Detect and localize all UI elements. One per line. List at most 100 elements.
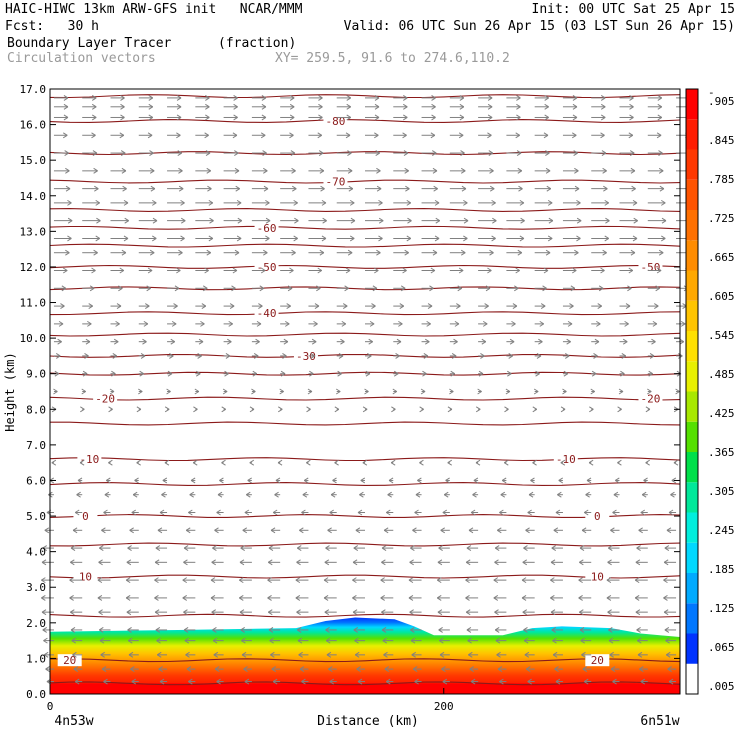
circulation-vector (615, 477, 620, 484)
circulation-vector (468, 651, 479, 658)
circulation-vector (352, 577, 365, 584)
circulation-vector (410, 545, 422, 552)
circulation-vector (612, 509, 620, 516)
circulation-vector (668, 678, 677, 685)
circulation-vector (501, 477, 507, 484)
circulation-vector (223, 103, 238, 110)
contour-label: -50 (257, 261, 277, 274)
circulation-vector (421, 185, 438, 192)
circulation-vector (408, 577, 422, 584)
circulation-vector (506, 114, 521, 121)
circulation-vector (442, 509, 450, 516)
circulation-vector (365, 94, 380, 101)
x-tick-label: 0 (47, 700, 54, 713)
circulation-vector (591, 320, 601, 327)
circulation-vector (108, 406, 113, 413)
colorbar-segment (686, 179, 698, 210)
circulation-vector (562, 303, 574, 310)
circulation-vector (329, 509, 337, 516)
circulation-vector (167, 320, 177, 327)
circulation-vector (666, 527, 677, 534)
circulation-vector (619, 352, 627, 359)
circulation-vector (162, 477, 168, 484)
contour-label-background (638, 392, 663, 405)
circulation-vector (134, 477, 139, 484)
circulation-vector (638, 527, 648, 534)
circulation-vector (534, 103, 549, 110)
contour-label: -50 (641, 261, 661, 274)
circulation-vector (110, 132, 125, 139)
circulation-vector (527, 678, 535, 685)
circulation-vector (308, 320, 318, 327)
circulation-vector (562, 132, 577, 139)
colorbar-segment (686, 210, 698, 241)
circulation-vector (280, 320, 290, 327)
temperature-contour (49, 286, 681, 291)
y-tick-label: 14.0 (20, 190, 47, 203)
circulation-vector (239, 559, 252, 566)
circulation-vector (74, 509, 83, 516)
colorbar-segment (686, 452, 698, 483)
colorbar-segment (686, 421, 698, 452)
circulation-vector (553, 527, 563, 534)
circulation-vector (386, 509, 394, 516)
circulation-vector (676, 320, 686, 327)
circulation-vector (362, 406, 368, 413)
circulation-vector (381, 559, 394, 566)
circulation-vector (251, 370, 258, 377)
circulation-vector (251, 320, 262, 327)
circulation-vector (195, 167, 211, 174)
circulation-vector (421, 235, 440, 242)
circulation-vector (647, 103, 663, 110)
circulation-vector (637, 651, 648, 658)
circulation-vector (663, 609, 677, 616)
circulation-vector (365, 167, 381, 174)
contour-label: 20 (63, 654, 76, 667)
circulation-vector (77, 477, 83, 484)
circulation-vector (167, 249, 183, 256)
circulation-vector (534, 303, 546, 310)
circulation-vector (336, 303, 348, 310)
circulation-vector (251, 167, 268, 174)
forecast-hour: Fcst: 30 h (5, 19, 99, 34)
surface-tracer-band (50, 683, 680, 694)
circulation-vector (357, 678, 365, 685)
circulation-vector (280, 94, 295, 101)
contour-label-background (254, 221, 279, 234)
circulation-vector (365, 217, 384, 224)
circulation-vector (296, 559, 309, 566)
circulation-vector (271, 666, 281, 673)
circulation-vector (421, 303, 433, 310)
circulation-vector (251, 199, 270, 206)
circulation-vector (499, 509, 507, 516)
circulation-vector (217, 491, 224, 498)
circulation-vector (362, 459, 368, 466)
circulation-vector (223, 199, 242, 206)
circulation-vector (53, 185, 71, 192)
circulation-vector (195, 114, 210, 121)
temperature-contour (49, 542, 681, 547)
circulation-vector (280, 199, 298, 206)
circulation-vector (591, 235, 609, 242)
circulation-vector (138, 352, 146, 359)
circulation-vector (534, 285, 547, 292)
circulation-vector (251, 103, 267, 110)
circulation-vector (421, 132, 436, 139)
circulation-vector (606, 577, 620, 584)
y-tick-label: 12.0 (20, 261, 47, 274)
circulation-vector (365, 267, 379, 274)
circulation-vector (637, 637, 648, 644)
circulation-vector (243, 666, 252, 673)
circulation-vector (251, 388, 256, 395)
circulation-vector (336, 167, 353, 174)
circulation-vector (213, 651, 224, 658)
circulation-vector (534, 167, 551, 174)
temperature-contour (49, 243, 681, 248)
circulation-vector (154, 559, 168, 566)
circulation-vector (302, 491, 309, 498)
temperature-contour (49, 119, 681, 123)
colorbar-label: - (708, 86, 715, 99)
circulation-vector (336, 217, 356, 224)
circulation-vector (97, 577, 111, 584)
